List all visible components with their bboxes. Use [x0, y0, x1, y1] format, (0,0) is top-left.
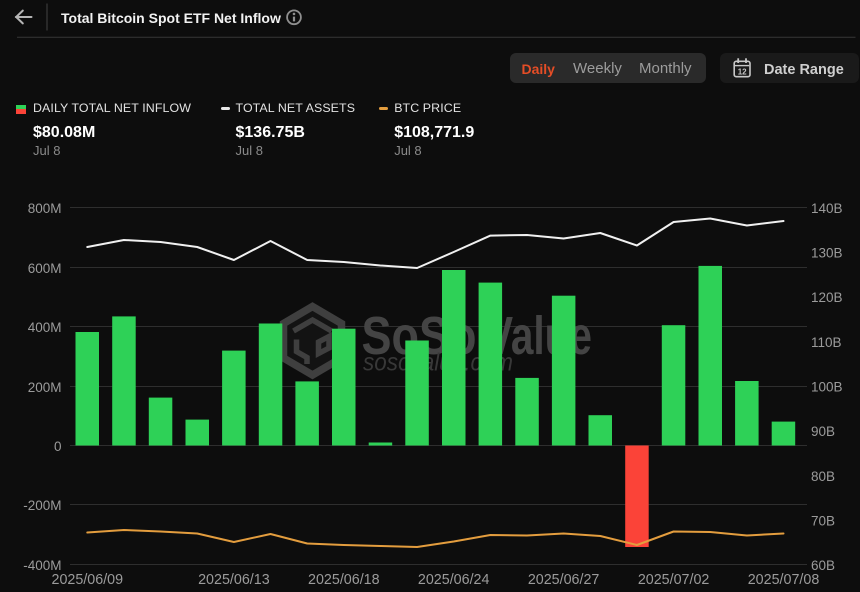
- svg-text:90B: 90B: [811, 424, 835, 439]
- svg-text:400M: 400M: [28, 320, 62, 335]
- svg-text:2025/06/18: 2025/06/18: [308, 572, 380, 588]
- svg-text:2025/07/02: 2025/07/02: [638, 572, 710, 588]
- svg-text:2025/06/24: 2025/06/24: [418, 572, 490, 588]
- svg-text:130B: 130B: [811, 246, 843, 261]
- svg-text:110B: 110B: [811, 335, 842, 350]
- svg-text:-200M: -200M: [23, 498, 61, 513]
- svg-text:140B: 140B: [811, 201, 843, 216]
- svg-text:100B: 100B: [811, 380, 843, 395]
- svg-text:12: 12: [738, 67, 747, 76]
- svg-text:600M: 600M: [28, 261, 62, 276]
- svg-text:0: 0: [54, 439, 62, 454]
- svg-text:80B: 80B: [811, 469, 835, 484]
- svg-text:60B: 60B: [811, 558, 835, 573]
- svg-text:2025/06/27: 2025/06/27: [528, 572, 600, 588]
- svg-text:70B: 70B: [811, 513, 835, 528]
- svg-text:200M: 200M: [28, 380, 62, 395]
- svg-text:2025/06/13: 2025/06/13: [198, 572, 270, 588]
- svg-text:2025/06/09: 2025/06/09: [52, 572, 124, 588]
- svg-text:800M: 800M: [28, 201, 62, 216]
- svg-text:-400M: -400M: [23, 558, 61, 573]
- svg-text:2025/07/08: 2025/07/08: [748, 572, 820, 588]
- svg-text:120B: 120B: [811, 290, 843, 305]
